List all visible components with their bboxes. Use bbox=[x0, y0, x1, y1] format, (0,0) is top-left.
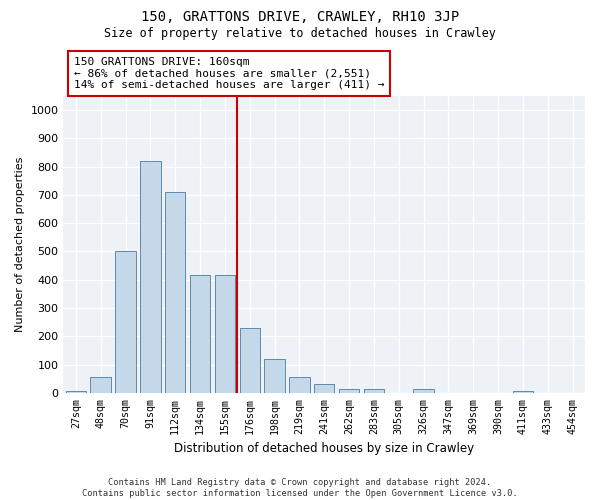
Bar bbox=[239, 328, 260, 393]
Bar bbox=[140, 161, 161, 393]
Bar bbox=[364, 390, 384, 393]
Y-axis label: Number of detached properties: Number of detached properties bbox=[15, 156, 25, 332]
Bar bbox=[115, 252, 136, 393]
Bar bbox=[413, 390, 434, 393]
Bar bbox=[339, 390, 359, 393]
Bar bbox=[165, 192, 185, 393]
Text: 150 GRATTONS DRIVE: 160sqm
← 86% of detached houses are smaller (2,551)
14% of s: 150 GRATTONS DRIVE: 160sqm ← 86% of deta… bbox=[74, 57, 385, 90]
Text: Contains HM Land Registry data © Crown copyright and database right 2024.
Contai: Contains HM Land Registry data © Crown c… bbox=[82, 478, 518, 498]
Bar bbox=[513, 392, 533, 393]
X-axis label: Distribution of detached houses by size in Crawley: Distribution of detached houses by size … bbox=[174, 442, 474, 455]
Bar bbox=[65, 392, 86, 393]
Bar bbox=[215, 276, 235, 393]
Text: Size of property relative to detached houses in Crawley: Size of property relative to detached ho… bbox=[104, 28, 496, 40]
Text: 150, GRATTONS DRIVE, CRAWLEY, RH10 3JP: 150, GRATTONS DRIVE, CRAWLEY, RH10 3JP bbox=[141, 10, 459, 24]
Bar bbox=[91, 378, 111, 393]
Bar bbox=[289, 378, 310, 393]
Bar bbox=[265, 360, 285, 393]
Bar bbox=[314, 384, 334, 393]
Bar bbox=[190, 276, 210, 393]
